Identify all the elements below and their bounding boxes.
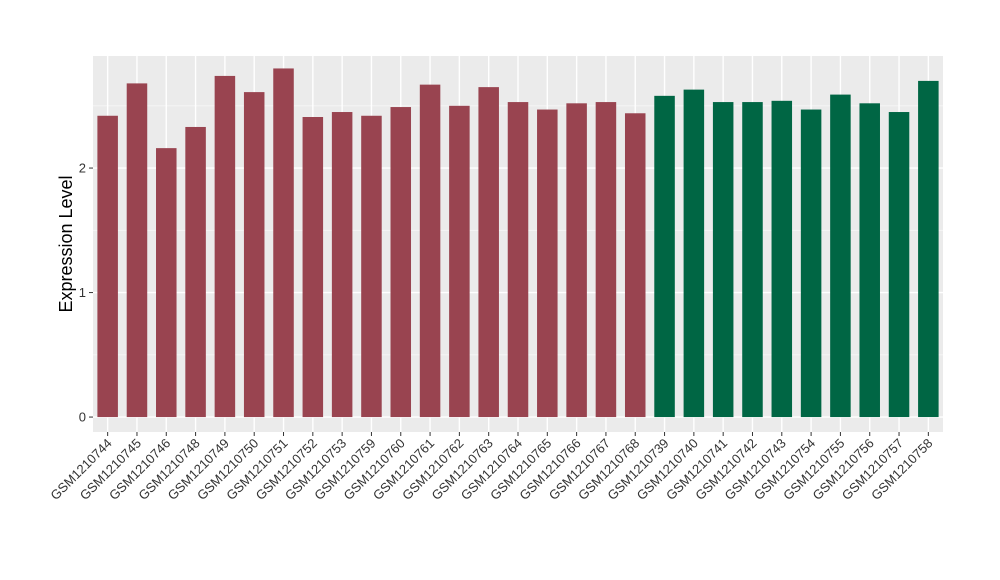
- y-tick-label: 2: [79, 161, 86, 176]
- bar-GSM1210746: [156, 148, 177, 418]
- bar-GSM1210752: [302, 117, 324, 418]
- bar-GSM1210755: [830, 94, 851, 418]
- bar-GSM1210765: [537, 109, 558, 418]
- y-tick-label: 0: [79, 410, 86, 425]
- bar-GSM1210767: [595, 102, 617, 418]
- bar-GSM1210739: [654, 95, 675, 418]
- y-axis: 0 1 2: [79, 161, 93, 425]
- bar-GSM1210756: [859, 103, 880, 418]
- bar-GSM1210761: [419, 84, 441, 418]
- bar-GSM1210750: [243, 92, 265, 418]
- bar-GSM1210742: [742, 102, 763, 418]
- bar-GSM1210741: [712, 102, 734, 418]
- bar-GSM1210768: [624, 113, 646, 418]
- bar-GSM1210758: [918, 80, 939, 418]
- x-axis: GSM1210744GSM1210745GSM1210746GSM1210748…: [47, 432, 935, 503]
- bar-GSM1210763: [478, 87, 499, 418]
- bar-GSM1210740: [683, 89, 705, 418]
- bars: [97, 68, 939, 418]
- bar-GSM1210745: [126, 83, 148, 418]
- bar-GSM1210753: [331, 112, 353, 418]
- bar-GSM1210766: [566, 103, 587, 418]
- bar-GSM1210744: [97, 115, 118, 418]
- bar-GSM1210749: [214, 75, 236, 418]
- bar-GSM1210759: [361, 115, 382, 418]
- bar-GSM1210757: [888, 112, 910, 418]
- bar-GSM1210762: [449, 105, 470, 418]
- bar-GSM1210751: [273, 68, 294, 418]
- bar-GSM1210764: [507, 102, 529, 418]
- bar-GSM1210754: [800, 109, 822, 418]
- bar-GSM1210760: [390, 107, 412, 418]
- y-tick-label: 1: [79, 285, 86, 300]
- bar-GSM1210743: [771, 100, 793, 418]
- y-axis-title: Expression Level: [56, 175, 76, 312]
- bar-GSM1210748: [185, 126, 206, 418]
